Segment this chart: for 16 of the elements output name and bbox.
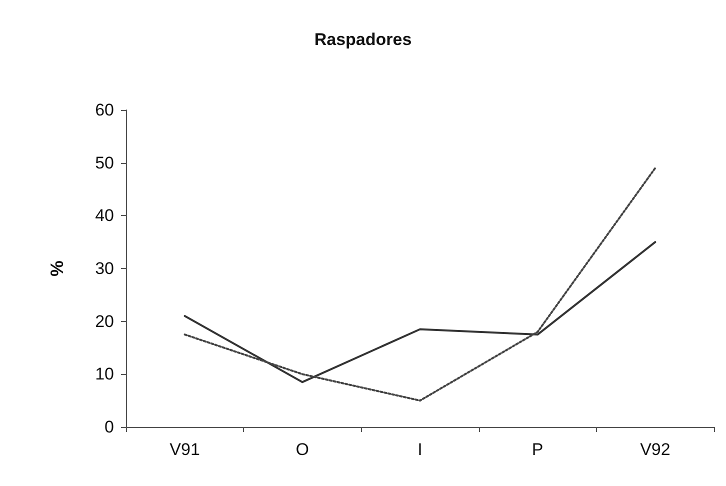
x-tick-label: I [418,440,422,459]
y-tick-label: 10 [95,364,114,384]
line-series [184,167,656,402]
x-tick-label: V91 [170,440,200,459]
y-tick-label: 50 [95,153,114,172]
y-tick-label: 0 [104,418,114,436]
x-tick-label: P [532,440,544,459]
line-series [184,241,656,384]
y-tick-label: 60 [95,100,114,120]
x-tick-label: O [296,440,310,459]
y-tick-label: 40 [95,206,114,226]
y-tick-label: 20 [95,312,114,331]
x-tick-label: V92 [640,440,670,459]
y-tick-label: 30 [95,259,114,278]
chart-title: Raspadores [314,30,412,49]
y-axis-title: % [47,260,67,277]
